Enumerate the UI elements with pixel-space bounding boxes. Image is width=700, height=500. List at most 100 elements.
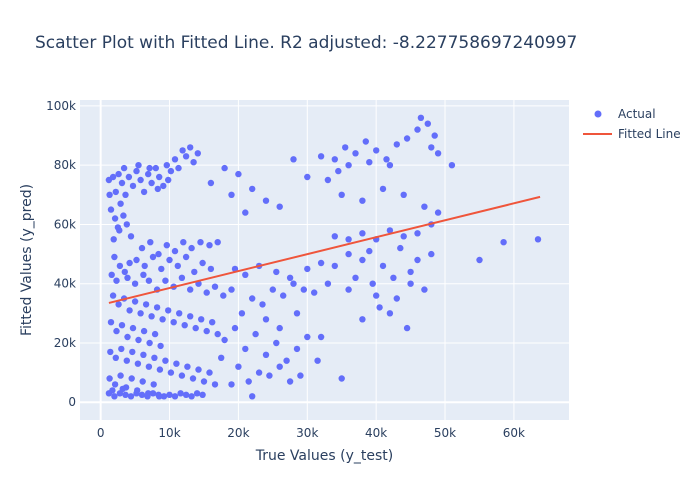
data-point — [195, 366, 202, 373]
data-point — [379, 262, 387, 270]
data-point — [209, 319, 216, 326]
data-point — [476, 256, 483, 264]
data-point — [238, 310, 246, 317]
data-point — [276, 203, 283, 210]
data-point — [187, 313, 194, 320]
data-point — [200, 378, 208, 385]
data-point — [184, 363, 191, 370]
data-point — [118, 322, 126, 329]
data-point — [428, 144, 435, 151]
data-point — [300, 286, 307, 293]
data-point — [155, 250, 162, 258]
data-point — [113, 277, 120, 284]
x-axis-ticks: 0 10k 20k 30k 40k 50k 60k — [97, 426, 525, 440]
fitted-line — [108, 195, 541, 304]
data-point — [111, 215, 119, 222]
data-point — [249, 393, 256, 400]
data-point — [255, 369, 263, 376]
data-point — [109, 387, 116, 394]
data-point — [317, 259, 325, 267]
data-point — [293, 345, 301, 353]
data-point — [366, 247, 373, 255]
y-tick-label: 60k — [54, 217, 76, 231]
legend[interactable]: Actual Fitted Line — [583, 107, 681, 141]
data-point — [134, 360, 142, 367]
data-point — [534, 236, 542, 243]
data-point — [407, 280, 414, 287]
data-point — [182, 391, 190, 398]
data-point — [150, 381, 157, 388]
data-point — [138, 391, 146, 398]
data-point — [141, 262, 148, 270]
data-point — [171, 156, 179, 163]
data-point — [352, 150, 359, 157]
data-point — [162, 277, 169, 284]
data-point — [500, 239, 507, 246]
data-point — [117, 372, 124, 379]
data-point — [159, 316, 166, 323]
data-point — [123, 221, 130, 228]
data-point — [393, 141, 400, 148]
data-point — [262, 351, 270, 358]
x-tick-label: 30k — [296, 426, 318, 440]
data-point — [366, 159, 373, 166]
data-point — [304, 333, 311, 341]
data-point — [140, 271, 147, 278]
data-point — [125, 173, 133, 181]
legend-item-actual[interactable]: Actual — [594, 107, 656, 121]
data-point — [373, 147, 380, 154]
data-point — [203, 327, 210, 335]
data-point — [189, 375, 197, 382]
data-point — [262, 316, 270, 323]
data-point — [242, 209, 249, 216]
data-point — [293, 310, 301, 317]
data-point — [262, 197, 270, 204]
data-point — [156, 173, 163, 181]
data-point — [362, 138, 369, 145]
legend-item-fitted-line[interactable]: Fitted Line — [583, 127, 681, 141]
data-point — [131, 280, 139, 287]
data-point — [286, 274, 294, 281]
data-point — [171, 247, 179, 255]
data-point — [220, 292, 227, 299]
data-point — [133, 256, 140, 264]
data-point — [151, 330, 159, 338]
data-point — [197, 239, 204, 246]
data-point — [242, 271, 249, 278]
data-point — [211, 381, 219, 388]
data-point — [179, 147, 186, 154]
data-point — [414, 126, 421, 133]
data-point — [137, 310, 144, 317]
data-point — [283, 357, 290, 364]
data-point — [359, 316, 366, 323]
data-point — [165, 176, 172, 184]
data-point — [290, 280, 297, 287]
data-point — [118, 345, 125, 353]
data-point — [152, 164, 159, 172]
data-point — [421, 203, 428, 210]
data-point — [249, 295, 256, 302]
data-point — [149, 390, 157, 397]
data-point — [386, 162, 394, 169]
data-point — [160, 393, 168, 400]
data-point — [112, 188, 120, 196]
data-point — [434, 150, 442, 157]
data-point — [129, 182, 137, 190]
data-point — [148, 179, 155, 187]
data-point — [117, 200, 124, 207]
data-point — [116, 262, 124, 270]
x-tick-label: 60k — [503, 426, 525, 440]
data-point — [145, 170, 152, 178]
data-point — [178, 274, 186, 281]
data-point — [214, 239, 221, 246]
data-point — [390, 274, 397, 281]
data-point — [198, 316, 205, 323]
y-tick-label: 0 — [68, 395, 76, 409]
data-point — [276, 324, 283, 332]
data-point — [107, 319, 115, 326]
data-point — [228, 381, 235, 388]
data-point — [403, 135, 411, 142]
data-point — [314, 357, 321, 364]
data-point — [400, 233, 407, 240]
data-point — [376, 304, 383, 311]
